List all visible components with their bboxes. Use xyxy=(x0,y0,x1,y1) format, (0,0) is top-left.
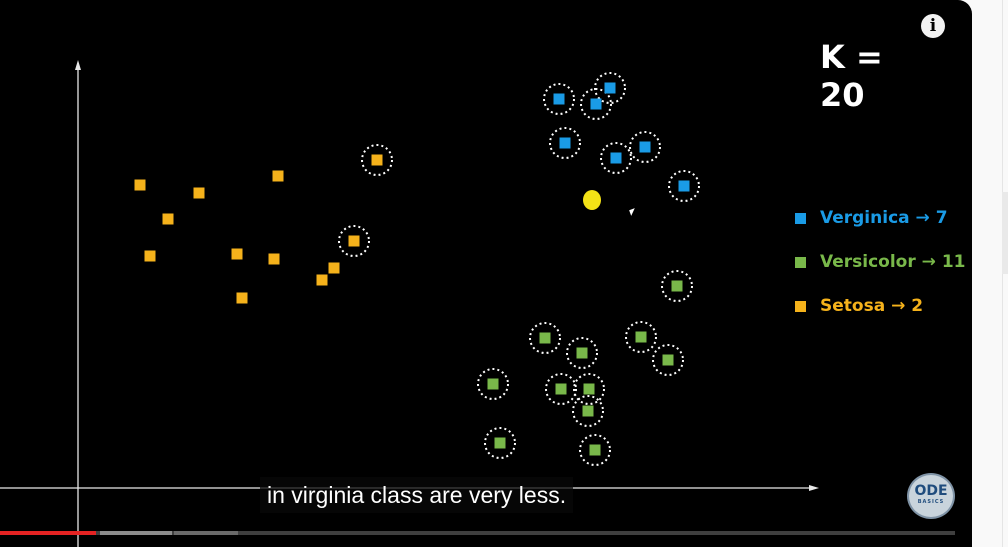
legend-swatch-versicolor xyxy=(795,256,806,268)
legend-label-setosa: Setosa → 2 xyxy=(820,296,924,316)
neighbor-rings xyxy=(338,72,700,466)
point-setosa xyxy=(134,179,146,191)
neighbor-ring xyxy=(573,373,605,405)
neighbor-ring xyxy=(529,322,561,354)
legend-label-versicolor: Versicolor → 11 xyxy=(820,252,966,272)
point-verginica xyxy=(678,180,690,192)
legend: Verginica → 7 Versicolor → 11 Setosa → 2 xyxy=(795,196,970,328)
point-verginica xyxy=(553,93,565,105)
point-setosa xyxy=(193,187,205,199)
neighbor-ring xyxy=(600,142,632,174)
progress-remaining xyxy=(0,531,955,535)
code-basics-logo[interactable]: ODE BASICS xyxy=(907,473,955,519)
neighbor-ring xyxy=(579,434,611,466)
neighbor-ring xyxy=(625,321,657,353)
data-points xyxy=(134,82,690,456)
logo-text-top: ODE xyxy=(914,483,948,499)
neighbor-ring xyxy=(580,88,612,120)
point-verginica xyxy=(610,152,622,164)
legend-item-setosa: Setosa → 2 xyxy=(795,284,970,328)
point-setosa xyxy=(272,170,284,182)
k-value-label: K = 20 xyxy=(820,38,883,114)
point-setosa xyxy=(144,250,156,262)
point-setosa xyxy=(236,292,248,304)
point-versicolor xyxy=(583,383,595,395)
point-setosa xyxy=(316,274,328,286)
legend-item-verginica: Verginica → 7 xyxy=(795,196,970,240)
point-setosa xyxy=(162,213,174,225)
progress-buffered-2 xyxy=(174,531,238,535)
neighbor-ring xyxy=(661,270,693,302)
legend-label-verginica: Verginica → 7 xyxy=(820,208,948,228)
neighbor-ring xyxy=(629,131,661,163)
neighbor-ring xyxy=(543,83,575,115)
point-verginica xyxy=(590,98,602,110)
point-setosa xyxy=(231,248,243,260)
x-axis-arrow xyxy=(809,485,819,491)
neighbor-ring xyxy=(652,344,684,376)
legend-swatch-setosa xyxy=(795,300,806,312)
point-setosa xyxy=(371,154,383,166)
video-player[interactable]: i K = 20 Verginica → 7 Versicolor → 11 S… xyxy=(0,0,972,547)
knn-scatter-plot xyxy=(0,60,819,547)
legend-item-versicolor: Versicolor → 11 xyxy=(795,240,970,284)
point-versicolor xyxy=(576,347,588,359)
info-icon[interactable]: i xyxy=(921,14,945,38)
point-versicolor xyxy=(589,444,601,456)
progress-played xyxy=(0,531,96,535)
point-versicolor xyxy=(494,437,506,449)
neighbor-ring xyxy=(549,127,581,159)
point-versicolor xyxy=(671,280,683,292)
plot-axes xyxy=(0,60,819,547)
subtitle-caption: in virginia class are very less. xyxy=(260,477,574,513)
query-point xyxy=(583,190,601,210)
neighbor-ring xyxy=(477,368,509,400)
neighbor-ring xyxy=(668,170,700,202)
neighbor-ring xyxy=(338,225,370,257)
progress-bar[interactable] xyxy=(0,531,955,535)
point-versicolor xyxy=(635,331,647,343)
y-axis-arrow xyxy=(75,60,81,70)
neighbor-ring xyxy=(566,337,598,369)
point-verginica xyxy=(559,137,571,149)
point-versicolor xyxy=(662,354,674,366)
point-verginica xyxy=(639,141,651,153)
point-setosa xyxy=(328,262,340,274)
point-versicolor xyxy=(555,383,567,395)
neighbor-ring xyxy=(484,427,516,459)
legend-swatch-verginica xyxy=(795,212,806,224)
point-verginica xyxy=(604,82,616,94)
neighbor-ring xyxy=(545,373,577,405)
side-card-edge xyxy=(1002,192,1008,274)
point-versicolor xyxy=(539,332,551,344)
point-versicolor xyxy=(487,378,499,390)
point-setosa xyxy=(268,253,280,265)
point-setosa xyxy=(348,235,360,247)
neighbor-ring xyxy=(361,144,393,176)
point-versicolor xyxy=(582,405,594,417)
neighbor-ring xyxy=(572,395,604,427)
neighbor-ring xyxy=(594,72,626,104)
logo-text-bottom: BASICS xyxy=(917,499,945,505)
progress-buffered xyxy=(100,531,172,535)
